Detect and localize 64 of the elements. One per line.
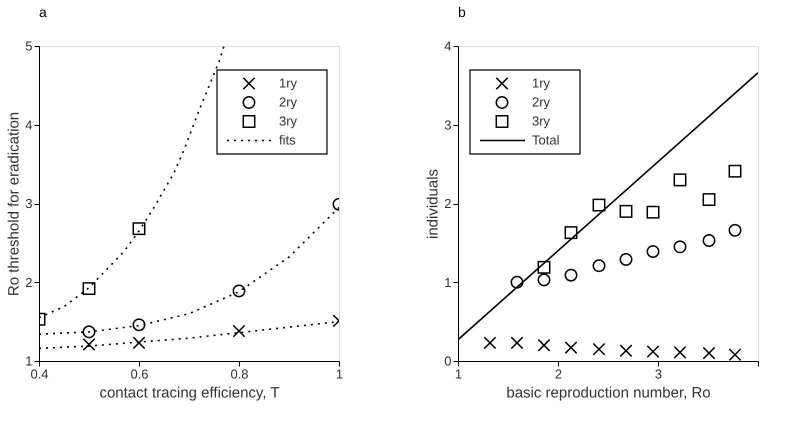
point — [646, 345, 660, 358]
x-tick-label: 0.8 — [230, 366, 249, 382]
x-tick-label: 1 — [336, 366, 344, 382]
point — [538, 260, 550, 274]
y-tick-label: 2 — [444, 196, 452, 211]
y-tick-label: 5 — [25, 38, 32, 54]
point — [564, 226, 578, 240]
point — [620, 344, 632, 358]
point — [674, 173, 686, 186]
point — [132, 336, 146, 350]
point — [510, 336, 524, 350]
y-tick-label: 1 — [444, 274, 452, 290]
point — [592, 259, 606, 272]
point — [620, 204, 632, 218]
point — [728, 224, 742, 237]
legend-label: 3ry — [532, 114, 551, 128]
x-axis-title: contact tracing efficiency, T — [99, 384, 280, 402]
y-tick-label: 4 — [25, 117, 32, 132]
point — [646, 245, 660, 258]
point — [564, 341, 578, 354]
point — [702, 234, 716, 247]
point — [484, 336, 496, 350]
y-axis-title: Ro threshold for eradication — [5, 112, 22, 296]
point — [538, 338, 550, 352]
point — [592, 342, 606, 356]
y-tick-label: 4 — [444, 38, 452, 54]
y-tick-label: 3 — [444, 117, 452, 132]
legend-label: 1ry — [279, 76, 298, 90]
chart-title: a — [39, 4, 47, 20]
point — [538, 273, 550, 286]
y-tick-label: 0 — [444, 354, 452, 368]
legend-label: Total — [532, 132, 560, 148]
x-tick-label: 3 — [654, 366, 662, 382]
chart-title: b — [458, 4, 466, 20]
point — [132, 318, 146, 332]
point — [82, 325, 96, 338]
x-tick-label: 1 — [454, 366, 462, 382]
legend-label: 2ry — [279, 94, 298, 110]
y-tick-label: 2 — [25, 274, 32, 290]
point — [82, 282, 96, 295]
x-tick-label: 2 — [554, 366, 562, 382]
point — [646, 206, 660, 219]
y-tick-label: 1 — [25, 354, 32, 368]
legend-label: 3ry — [279, 114, 298, 128]
point — [592, 198, 606, 212]
point — [728, 348, 742, 361]
legend-label: 2ry — [532, 94, 551, 110]
legend-label: fits — [279, 132, 296, 148]
point — [620, 252, 632, 266]
y-axis-title: individuals — [424, 168, 442, 240]
point — [702, 346, 716, 360]
point — [674, 240, 686, 254]
x-tick-label: 0.4 — [30, 366, 49, 382]
point — [510, 276, 524, 289]
point — [728, 164, 742, 178]
point — [564, 268, 578, 282]
x-axis-title: basic reproduction number, Ro — [506, 384, 711, 402]
y-tick-label: 3 — [25, 196, 32, 211]
point — [674, 346, 686, 359]
point — [702, 193, 716, 206]
point — [82, 338, 96, 351]
point — [132, 222, 146, 236]
legend-label: 1ry — [532, 76, 551, 90]
x-tick-label: 0.6 — [130, 366, 149, 382]
